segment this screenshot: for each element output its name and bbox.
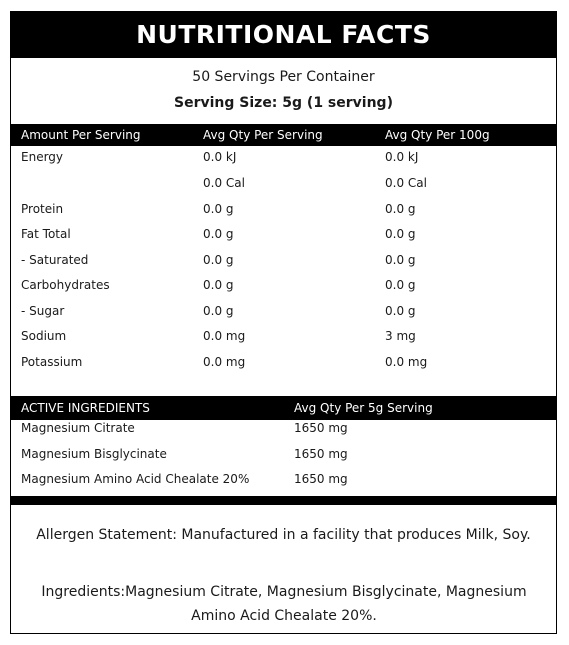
nutrient-per-100g: 0.0 mg [385, 355, 428, 369]
active-row-magnesium-bisglycinate: Magnesium Bisglycinate 1650 mg [11, 447, 556, 469]
nutrition-header-bar: Amount Per Serving Avg Qty Per Serving A… [11, 124, 556, 146]
nutrition-row-carbohydrates: Carbohydrates 0.0 g 0.0 g [11, 278, 556, 300]
panel-title: NUTRITIONAL FACTS [11, 12, 556, 58]
header-active-ingredients: ACTIVE INGREDIENTS [21, 401, 150, 415]
nutrient-per-serving: 0.0 mg [203, 355, 246, 369]
nutrient-per-100g: 0.0 g [385, 202, 416, 216]
nutrient-per-100g: 3 mg [385, 329, 416, 343]
nutrient-per-serving: 0.0 kJ [203, 150, 237, 164]
header-avg-qty-per-serving: Avg Qty Per Serving [203, 128, 323, 142]
header-amount-per-serving: Amount Per Serving [21, 128, 141, 142]
nutrient-per-serving: 0.0 Cal [203, 176, 245, 190]
nutrient-name: Potassium [21, 355, 83, 369]
ingredient-name: Magnesium Bisglycinate [21, 447, 167, 461]
serving-size: Serving Size: 5g (1 serving) [174, 95, 393, 111]
nutrition-panel: NUTRITIONAL FACTS 50 Servings Per Contai… [10, 11, 557, 634]
nutrient-per-100g: 0.0 g [385, 304, 416, 318]
nutrient-per-100g: 0.0 g [385, 227, 416, 241]
nutrition-row-energy-kj: Energy 0.0 kJ 0.0 kJ [11, 150, 556, 172]
nutrient-name: - Sugar [21, 304, 65, 318]
nutrient-per-serving: 0.0 g [203, 278, 234, 292]
ingredient-amount: 1650 mg [294, 472, 348, 486]
nutrient-name: - Saturated [21, 253, 89, 267]
nutrition-row-energy-cal: 0.0 Cal 0.0 Cal [11, 176, 556, 198]
header-avg-qty-per-100g: Avg Qty Per 100g [385, 128, 490, 142]
nutrient-per-serving: 0.0 g [203, 202, 234, 216]
ingredient-name: Magnesium Citrate [21, 421, 135, 435]
nutrient-per-100g: 0.0 g [385, 278, 416, 292]
nutrition-row-saturated: - Saturated 0.0 g 0.0 g [11, 253, 556, 275]
section-divider [11, 496, 556, 505]
active-row-magnesium-citrate: Magnesium Citrate 1650 mg [11, 421, 556, 443]
nutrition-row-fat-total: Fat Total 0.0 g 0.0 g [11, 227, 556, 249]
allergen-statement: Allergen Statement: Manufactured in a fa… [36, 527, 531, 543]
header-avg-qty-per-5g-serving: Avg Qty Per 5g Serving [294, 401, 433, 415]
nutrient-name: Protein [21, 202, 64, 216]
nutrient-name: Sodium [21, 329, 67, 343]
ingredient-amount: 1650 mg [294, 421, 348, 435]
nutrient-per-100g: 0.0 kJ [385, 150, 419, 164]
nutrient-per-serving: 0.0 mg [203, 329, 246, 343]
nutrient-per-serving: 0.0 g [203, 227, 234, 241]
nutrient-name: Carbohydrates [21, 278, 110, 292]
nutrition-row-potassium: Potassium 0.0 mg 0.0 mg [11, 355, 556, 377]
nutrient-name: Energy [21, 150, 64, 164]
servings-per-container: 50 Servings Per Container [192, 69, 375, 85]
nutrient-per-serving: 0.0 g [203, 304, 234, 318]
nutrient-name: Fat Total [21, 227, 71, 241]
ingredient-name: Magnesium Amino Acid Chealate 20% [21, 472, 250, 486]
nutrition-row-protein: Protein 0.0 g 0.0 g [11, 202, 556, 224]
ingredient-amount: 1650 mg [294, 447, 348, 461]
nutrition-row-sodium: Sodium 0.0 mg 3 mg [11, 329, 556, 351]
ingredients-list: Ingredients:Magnesium Citrate, Magnesium… [41, 584, 527, 624]
nutrient-per-serving: 0.0 g [203, 253, 234, 267]
nutrient-per-100g: 0.0 Cal [385, 176, 427, 190]
active-row-magnesium-amino-acid-chealate: Magnesium Amino Acid Chealate 20% 1650 m… [11, 472, 556, 494]
nutrient-per-100g: 0.0 g [385, 253, 416, 267]
active-ingredients-header-bar: ACTIVE INGREDIENTS Avg Qty Per 5g Servin… [11, 396, 556, 420]
nutrition-row-sugar: - Sugar 0.0 g 0.0 g [11, 304, 556, 326]
